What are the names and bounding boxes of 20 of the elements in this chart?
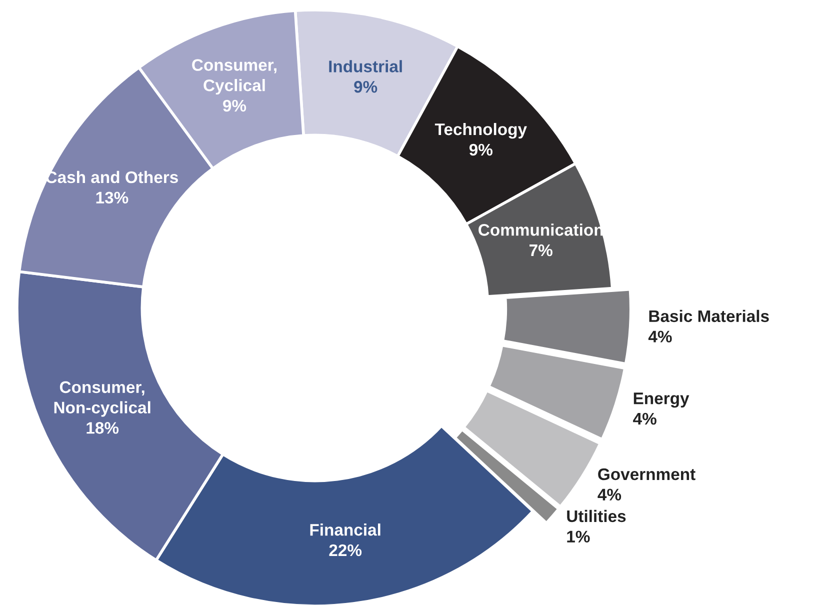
- slice-label: Basic Materials: [649, 310, 769, 322]
- slice-label: Energy: [634, 392, 690, 408]
- data-label: 7%: [530, 244, 552, 256]
- data-label: 22%: [329, 544, 362, 556]
- data-label: 13%: [96, 192, 128, 204]
- data-label: 9%: [354, 80, 378, 93]
- slice-label: Consumer, Non-cyclical: [54, 381, 150, 417]
- slice-label: Utilities: [567, 510, 626, 522]
- data-label: 18%: [86, 422, 119, 434]
- data-label: 1%: [567, 530, 590, 542]
- slice-label: Consumer, Cyclical: [192, 59, 276, 95]
- slice-label: Financial: [310, 524, 380, 536]
- data-label: 4%: [598, 488, 622, 500]
- slice-label: Industrial: [329, 60, 402, 72]
- data-label: 9%: [223, 100, 246, 112]
- data-label: 4%: [648, 330, 672, 342]
- data-label: 9%: [469, 144, 492, 156]
- slice-label: Technology: [434, 122, 527, 139]
- data-label: 4%: [633, 412, 656, 425]
- slice-label: Government: [598, 468, 696, 480]
